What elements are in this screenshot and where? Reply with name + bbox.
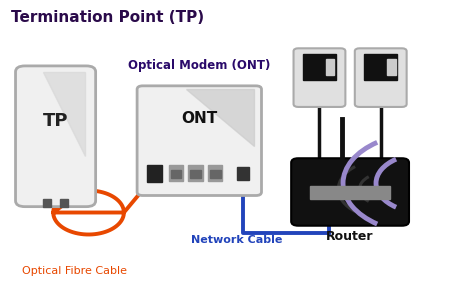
- Text: Network Cable: Network Cable: [191, 234, 283, 244]
- Text: Termination Point (TP): Termination Point (TP): [11, 10, 204, 25]
- Polygon shape: [186, 89, 254, 146]
- Polygon shape: [43, 72, 85, 156]
- Bar: [60, 199, 68, 207]
- Text: Router: Router: [326, 230, 374, 243]
- Bar: [303, 54, 336, 80]
- Bar: [171, 170, 181, 178]
- Bar: [169, 165, 183, 181]
- FancyBboxPatch shape: [355, 48, 407, 107]
- Bar: [326, 59, 334, 75]
- Bar: [210, 170, 220, 178]
- Bar: [310, 186, 390, 199]
- FancyBboxPatch shape: [16, 66, 96, 207]
- FancyBboxPatch shape: [291, 158, 409, 226]
- Text: Optical Fibre Cable: Optical Fibre Cable: [22, 266, 127, 276]
- Bar: [387, 59, 396, 75]
- Text: Optical Modem (ONT): Optical Modem (ONT): [128, 59, 271, 72]
- Bar: [147, 165, 162, 182]
- Bar: [43, 199, 51, 207]
- Text: TP: TP: [43, 112, 68, 130]
- Bar: [364, 54, 397, 80]
- FancyBboxPatch shape: [293, 48, 346, 107]
- Bar: [208, 165, 222, 181]
- Text: ONT: ONT: [181, 111, 218, 126]
- Bar: [189, 165, 202, 181]
- Bar: [237, 167, 249, 180]
- FancyBboxPatch shape: [137, 86, 262, 195]
- Bar: [191, 170, 201, 178]
